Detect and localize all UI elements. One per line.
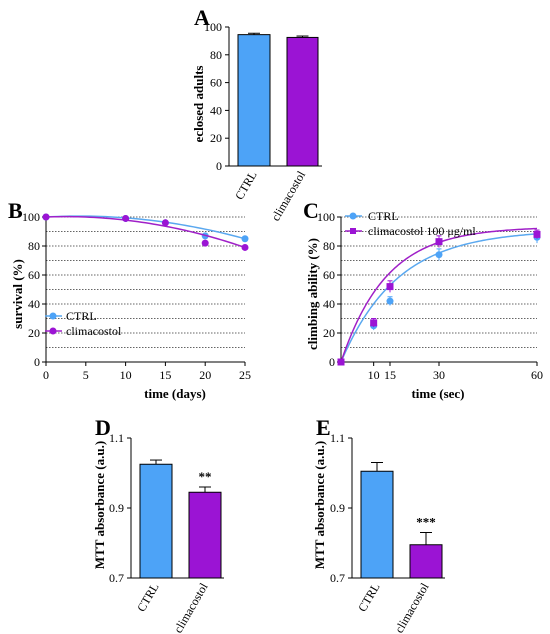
x-tick-label: 10 (368, 368, 380, 382)
y-tick-label: 0.9 (330, 501, 345, 515)
data-point (533, 230, 541, 238)
panel-c-marks (337, 227, 541, 366)
y-tick-label: 60 (323, 268, 335, 282)
panel-b-legend: CTRL climacostol (45, 309, 122, 338)
panel-d: D MTT absorbance (a.u.) 0.7 0.9 1.1 CTRL cli… (92, 415, 224, 634)
panel-letter-d: D (95, 415, 111, 440)
y-tick-label: 20 (323, 326, 335, 340)
data-point (370, 319, 378, 327)
panel-b-xlabel: time (days) (144, 386, 206, 401)
y-tick-label: 100 (317, 210, 335, 224)
legend-ctrl-marker (49, 312, 57, 320)
x-tick-label: 15 (384, 368, 396, 382)
data-point (337, 358, 345, 366)
y-tick-label: 60 (28, 268, 40, 282)
legend-ctrl-label: CTRL (66, 309, 97, 323)
data-point (241, 235, 249, 243)
legend-climacostol-marker (49, 327, 57, 335)
x-tick-label: 20 (199, 368, 211, 382)
bar-ctrl (139, 463, 173, 579)
panel-a-marks (237, 32, 319, 167)
y-tick-label: 0.7 (109, 571, 124, 585)
y-tick-label: 0 (329, 355, 335, 369)
panel-b: B survival (%) time (days) 0204060801000… (8, 198, 251, 401)
bar-ctrl (360, 470, 394, 579)
y-tick-label: 80 (323, 239, 335, 253)
panel-a-ylabel: eclosed adults (191, 66, 206, 143)
y-tick-label: 20 (28, 326, 40, 340)
y-tick-label: 40 (28, 297, 40, 311)
data-point (435, 238, 443, 246)
data-point (386, 297, 394, 305)
data-point (161, 219, 169, 227)
panel-c-xlabel: time (sec) (411, 386, 464, 401)
x-tick-label: climacostol (171, 580, 211, 634)
significance-label: *** (416, 515, 436, 530)
y-tick-label: 60 (210, 76, 222, 90)
x-tick-label: 0 (43, 368, 49, 382)
bar-climacostol (286, 36, 319, 167)
panel-c-ylabel: climbing ability (%) (305, 238, 320, 350)
y-tick-label: 40 (210, 103, 222, 117)
y-tick-label: 0.9 (109, 501, 124, 515)
y-tick-label: 0 (34, 355, 40, 369)
series-line-0 (45, 215, 246, 240)
panel-e: E MTT absorbance (a.u.) 0.7 0.9 1.1 CTRL cli… (312, 415, 445, 634)
x-tick-label: 10 (120, 368, 132, 382)
series-line-1 (45, 215, 246, 249)
legend-climacostol-marker (350, 228, 356, 234)
y-tick-label: 1.1 (330, 431, 345, 445)
legend-ctrl-label: CTRL (368, 209, 399, 223)
panel-letter-e: E (316, 415, 331, 440)
y-tick-label: 80 (210, 48, 222, 62)
x-tick-label: CTRL (232, 169, 259, 203)
data-point (435, 251, 443, 259)
legend-climacostol-label: climacostol 100 μg/ml (368, 224, 476, 238)
x-tick-label: 30 (433, 368, 445, 382)
y-tick-label: 80 (28, 239, 40, 253)
x-tick-label: climacostol (392, 580, 432, 634)
data-point (201, 239, 209, 247)
x-tick-label: 5 (83, 368, 89, 382)
panel-e-marks: *** (360, 462, 443, 579)
data-point (241, 243, 249, 251)
x-tick-label: 15 (159, 368, 171, 382)
panel-b-axes: 0 20 40 60 80 100 0 5 10 15 20 25 (22, 210, 251, 382)
panel-c-legend: CTRL climacostol 100 μg/ml (345, 209, 476, 238)
panel-letter-c: C (303, 198, 319, 223)
y-tick-label: 0 (216, 159, 222, 173)
y-tick-label: 0.7 (330, 571, 345, 585)
y-tick-label: 1.1 (109, 431, 124, 445)
y-tick-label: 40 (323, 297, 335, 311)
panel-e-ylabel: MTT absorbance (a.u.) (312, 441, 327, 569)
panel-b-marks (42, 213, 249, 251)
panel-d-ylabel: MTT absorbance (a.u.) (92, 441, 107, 569)
bar-climacostol (409, 544, 443, 579)
panel-c-axes: 0 20 40 60 80 100 10 15 30 60 (317, 210, 543, 382)
legend-climacostol-label: climacostol (66, 324, 122, 338)
x-tick-label: CTRL (134, 581, 161, 615)
data-point (386, 283, 394, 291)
y-tick-label: 100 (204, 20, 222, 34)
x-tick-label: CTRL (355, 581, 382, 615)
bar-ctrl (237, 34, 271, 167)
panel-letter-a: A (194, 5, 210, 30)
y-tick-label: 20 (210, 131, 222, 145)
panel-d-marks: ** (139, 459, 222, 579)
x-tick-label: 25 (239, 368, 251, 382)
y-tick-label: 100 (22, 210, 40, 224)
legend-ctrl-marker (349, 212, 357, 220)
data-point (42, 213, 50, 221)
panel-b-ylabel: survival (%) (10, 259, 25, 329)
bar-climacostol (188, 491, 222, 579)
panel-letter-b: B (8, 198, 23, 223)
data-point (122, 214, 130, 222)
significance-label: ** (199, 469, 212, 484)
x-tick-label: 60 (531, 368, 543, 382)
panel-c: C climbing ability (%) time (sec) 0 20 40 6… (303, 198, 543, 401)
